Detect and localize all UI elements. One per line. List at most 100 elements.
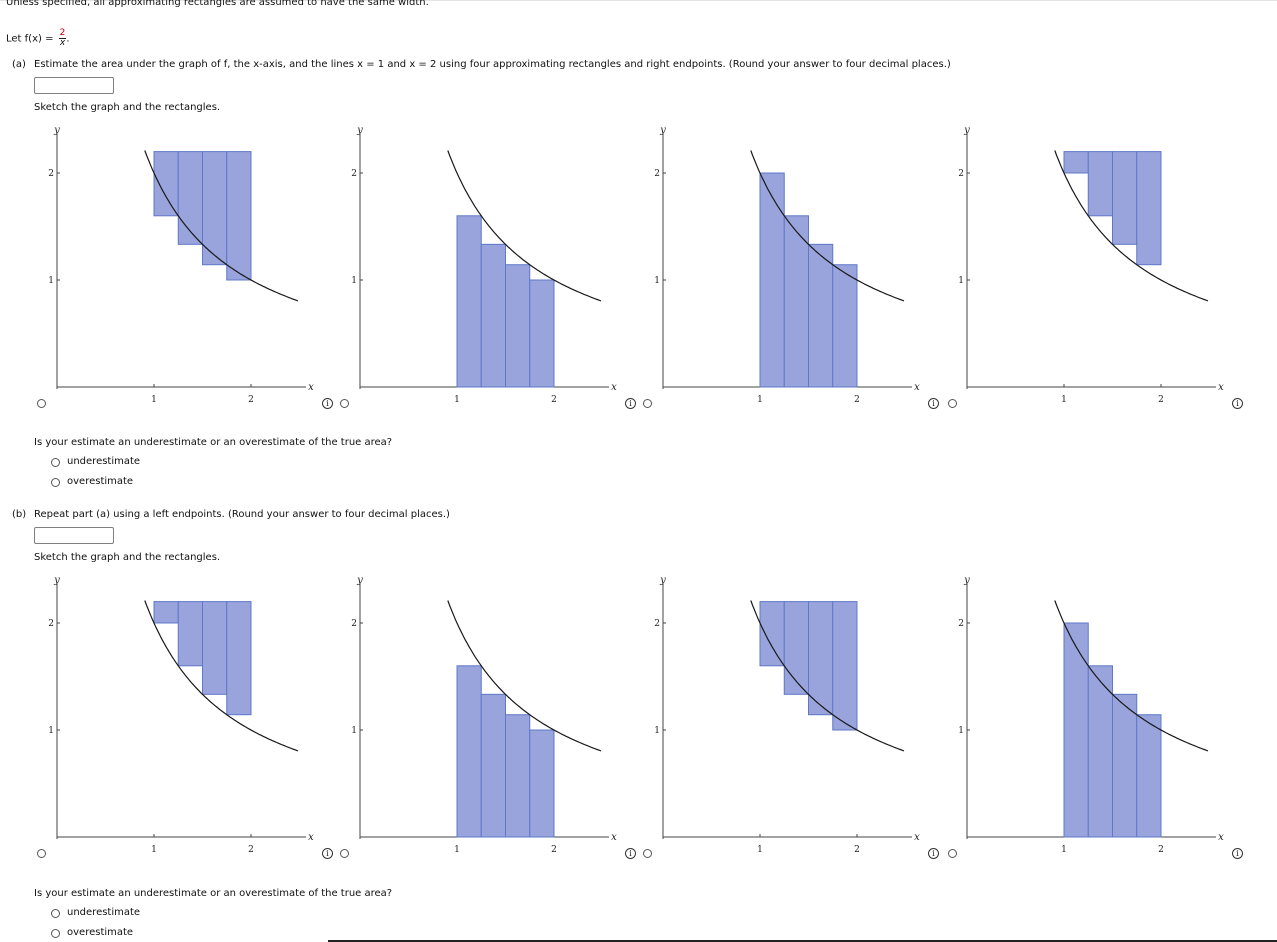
part-b-graph-4: 1 1 2 2 x y <box>958 575 1224 855</box>
x-tick-label: 1 <box>454 845 460 855</box>
y-tick-label: 1 <box>958 276 964 286</box>
y-axis-label: y <box>963 575 970 586</box>
part-b-answer-input[interactable] <box>34 527 114 544</box>
x-tick-label: 2 <box>248 395 254 405</box>
approx-rectangle <box>153 151 179 217</box>
function-denominator: x <box>59 38 66 48</box>
y-tick-label: 1 <box>654 276 660 286</box>
approx-rectangle <box>1136 151 1162 266</box>
part-a-graph-3-radio[interactable] <box>643 399 652 408</box>
y-tick-label: 1 <box>654 726 660 736</box>
part-b-graph-3-info-icon[interactable]: i <box>928 848 939 859</box>
part-b-graph-4-info-icon[interactable]: i <box>1232 848 1243 859</box>
part-b-graph-3-radio[interactable] <box>643 849 652 858</box>
part-b-graph-3: 1 1 2 2 x y <box>654 575 920 855</box>
part-b-graph-2-info-icon[interactable]: i <box>625 848 636 859</box>
x-axis-label: x <box>611 832 617 843</box>
approx-rectangle <box>1063 151 1089 174</box>
approx-rectangle <box>832 601 858 731</box>
x-tick-label: 2 <box>551 395 557 405</box>
approx-rectangle <box>808 243 834 388</box>
part-a-graph-4: 1 1 2 2 x y <box>958 125 1224 405</box>
approx-rectangle <box>177 151 203 245</box>
part-a-graph-1-info-icon[interactable]: i <box>322 398 333 409</box>
part-b-graph-4-radio[interactable] <box>948 849 957 858</box>
x-tick-label: 1 <box>151 845 157 855</box>
x-tick-label: 1 <box>454 395 460 405</box>
approx-rectangle <box>456 215 482 388</box>
y-axis-label: y <box>53 125 60 136</box>
part-a-sketch-prompt: Sketch the graph and the rectangles. <box>34 102 221 113</box>
x-axis-label: x <box>914 382 920 393</box>
approx-rectangle <box>808 601 834 716</box>
y-tick-label: 1 <box>958 726 964 736</box>
approx-rectangle <box>1112 151 1138 245</box>
approx-rectangle <box>759 601 785 667</box>
x-tick-label: 1 <box>151 395 157 405</box>
part-b-overestimate-label: overestimate <box>67 927 134 938</box>
part-a-graph-4-info-icon[interactable]: i <box>1232 398 1243 409</box>
approx-rectangle <box>177 601 203 667</box>
part-a-underestimate-radio[interactable] <box>51 458 60 467</box>
function-curve <box>447 150 602 302</box>
y-tick-label: 2 <box>351 169 357 179</box>
part-b-underestimate-radio[interactable] <box>51 909 60 918</box>
x-tick-label: 2 <box>854 845 860 855</box>
instructions: Unless specified, all approximating rect… <box>6 0 429 8</box>
function-curve <box>750 600 905 752</box>
x-tick-label: 1 <box>757 845 763 855</box>
part-a-estimate-question: Is your estimate an underestimate or an … <box>34 437 393 448</box>
x-tick-label: 2 <box>854 395 860 405</box>
function-suffix: . <box>66 33 70 45</box>
x-axis-label: x <box>308 832 314 843</box>
approx-rectangle <box>529 729 555 838</box>
function-curve <box>750 150 905 302</box>
y-axis-label: y <box>659 575 666 586</box>
x-tick-label: 2 <box>1158 395 1164 405</box>
part-b-graph-1-info-icon[interactable]: i <box>322 848 333 859</box>
approx-rectangle <box>529 279 555 388</box>
function-curve <box>1054 600 1209 752</box>
part-a-graph-3: 1 1 2 2 x y <box>654 125 920 405</box>
part-b-overestimate-radio[interactable] <box>51 929 60 938</box>
approx-rectangle <box>505 264 531 388</box>
y-tick-label: 2 <box>958 619 964 629</box>
y-tick-label: 1 <box>48 276 54 286</box>
y-tick-label: 1 <box>351 726 357 736</box>
x-tick-label: 1 <box>757 395 763 405</box>
y-tick-label: 2 <box>48 169 54 179</box>
part-a-graph-4-radio[interactable] <box>948 399 957 408</box>
approx-rectangle <box>1112 693 1138 838</box>
function-prefix: Let f(x) = <box>6 33 57 45</box>
approx-rectangle <box>226 601 252 716</box>
approx-rectangle <box>1087 151 1113 217</box>
y-tick-label: 2 <box>48 619 54 629</box>
part-b-label: (b) <box>12 509 27 520</box>
part-b-graph-1-radio[interactable] <box>37 849 46 858</box>
approx-rectangle <box>1063 622 1089 838</box>
y-tick-label: 2 <box>654 619 660 629</box>
part-b-graph-1: 1 1 2 2 x y <box>48 575 314 855</box>
part-a-graph-1-radio[interactable] <box>37 399 46 408</box>
approx-rectangle <box>759 172 785 388</box>
y-tick-label: 1 <box>48 726 54 736</box>
part-a-answer-input[interactable] <box>34 77 114 94</box>
part-b-graph-2-radio[interactable] <box>340 849 349 858</box>
part-a-graph-3-info-icon[interactable]: i <box>928 398 939 409</box>
y-axis-label: y <box>356 575 363 586</box>
function-curve <box>1054 150 1209 302</box>
part-a-graph-2-info-icon[interactable]: i <box>625 398 636 409</box>
part-a-graph-2: 1 1 2 2 x y <box>351 125 617 405</box>
part-a-graph-2-radio[interactable] <box>340 399 349 408</box>
y-tick-label: 2 <box>958 169 964 179</box>
x-tick-label: 1 <box>1061 845 1067 855</box>
part-a-overestimate-radio[interactable] <box>51 478 60 487</box>
bottom-bar <box>328 940 1277 942</box>
approx-rectangle <box>456 665 482 838</box>
y-axis-label: y <box>963 125 970 136</box>
approx-rectangle <box>1136 714 1162 838</box>
y-axis-label: y <box>53 575 60 586</box>
x-axis-label: x <box>1218 382 1224 393</box>
part-a-underestimate-label: underestimate <box>67 456 141 467</box>
